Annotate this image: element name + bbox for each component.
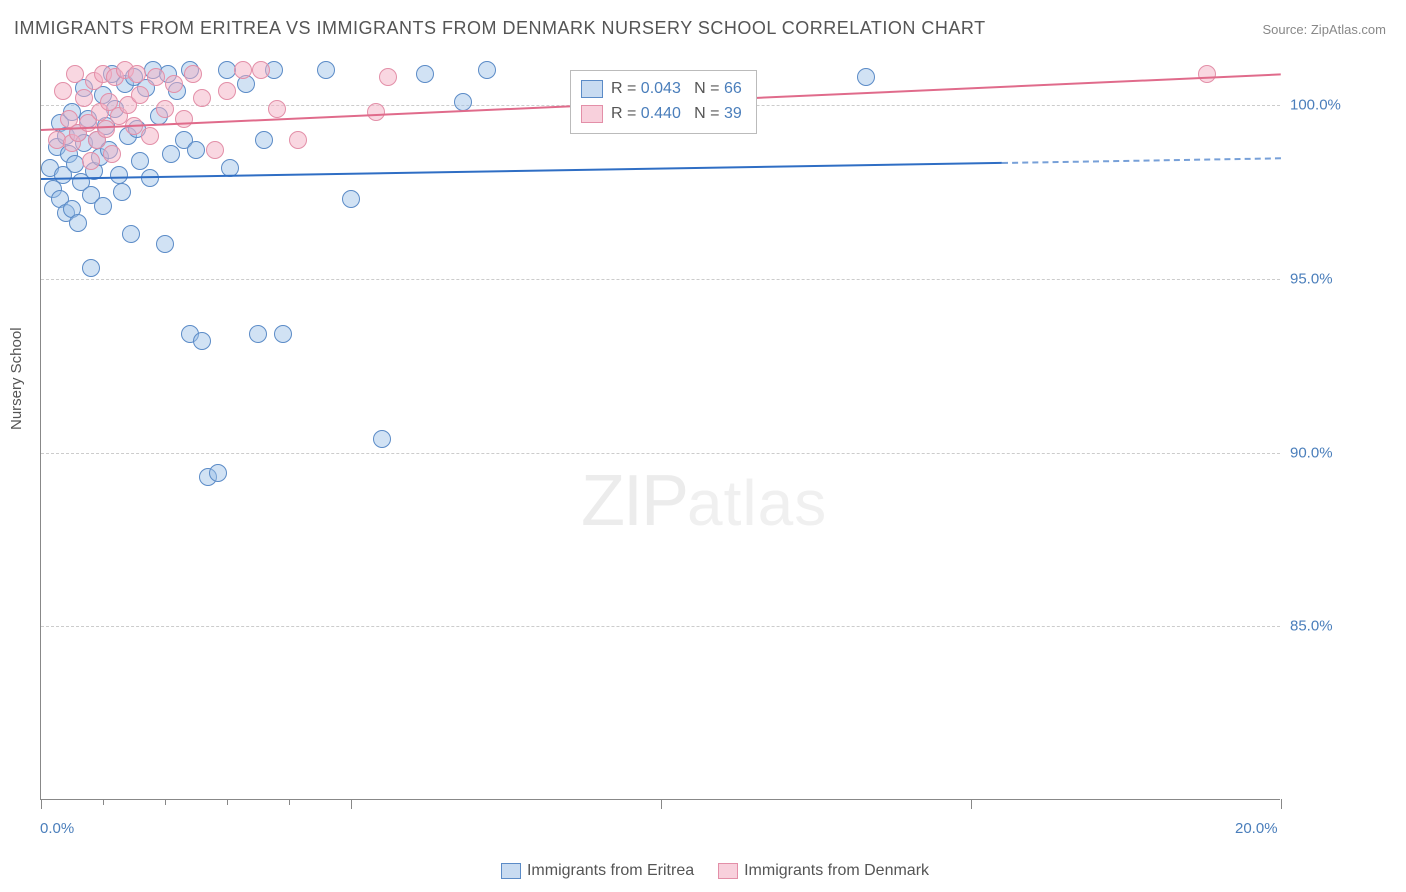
scatter-point-denmark	[218, 82, 236, 100]
regression-line-eritrea	[41, 162, 1002, 180]
y-tick-label: 90.0%	[1290, 444, 1360, 461]
legend-series-label: Immigrants from Denmark	[744, 862, 929, 879]
x-tick	[661, 799, 662, 809]
scatter-point-eritrea	[187, 141, 205, 159]
gridline	[41, 279, 1280, 280]
scatter-point-eritrea	[193, 332, 211, 350]
scatter-point-eritrea	[857, 68, 875, 86]
scatter-point-eritrea	[131, 152, 149, 170]
scatter-point-denmark	[184, 65, 202, 83]
scatter-point-eritrea	[113, 183, 131, 201]
scatter-point-denmark	[82, 152, 100, 170]
scatter-point-denmark	[131, 86, 149, 104]
legend-series-label: Immigrants from Eritrea	[527, 862, 694, 879]
scatter-point-eritrea	[255, 131, 273, 149]
chart-title: IMMIGRANTS FROM ERITREA VS IMMIGRANTS FR…	[14, 18, 986, 39]
correlation-legend: R = 0.043 N = 66R = 0.440 N = 39	[570, 70, 757, 134]
scatter-point-denmark	[128, 65, 146, 83]
watermark-zip: ZIP	[581, 461, 687, 541]
legend-swatch	[718, 863, 738, 879]
scatter-point-eritrea	[156, 235, 174, 253]
regression-line-eritrea-dashed	[1002, 157, 1281, 164]
scatter-point-denmark	[367, 103, 385, 121]
scatter-point-denmark	[206, 141, 224, 159]
scatter-point-denmark	[1198, 65, 1216, 83]
scatter-plot-area: ZIPatlas 100.0%95.0%90.0%85.0%	[40, 60, 1280, 800]
series-legend: Immigrants from Eritrea Immigrants from D…	[0, 862, 1406, 880]
scatter-point-eritrea	[416, 65, 434, 83]
source-prefix: Source:	[1262, 22, 1310, 37]
gridline	[41, 453, 1280, 454]
scatter-point-denmark	[147, 68, 165, 86]
scatter-point-eritrea	[454, 93, 472, 111]
y-tick-label: 100.0%	[1290, 97, 1360, 114]
scatter-point-eritrea	[317, 61, 335, 79]
scatter-point-denmark	[252, 61, 270, 79]
legend-text: R = 0.440 N = 39	[611, 102, 742, 127]
legend-swatch	[501, 863, 521, 879]
scatter-point-denmark	[289, 131, 307, 149]
scatter-point-denmark	[234, 61, 252, 79]
watermark: ZIPatlas	[581, 460, 827, 542]
scatter-point-eritrea	[110, 166, 128, 184]
scatter-point-denmark	[379, 68, 397, 86]
legend-text: R = 0.043 N = 66	[611, 77, 742, 102]
scatter-point-denmark	[66, 65, 84, 83]
x-tick	[1281, 799, 1282, 809]
scatter-point-denmark	[175, 110, 193, 128]
legend-row: R = 0.440 N = 39	[581, 102, 742, 127]
x-tick-label: 20.0%	[1235, 820, 1278, 837]
legend-swatch	[581, 105, 603, 123]
scatter-point-denmark	[141, 127, 159, 145]
scatter-point-denmark	[75, 89, 93, 107]
scatter-point-eritrea	[82, 259, 100, 277]
x-tick	[41, 799, 42, 809]
scatter-point-eritrea	[342, 190, 360, 208]
x-tick	[351, 799, 352, 809]
scatter-point-denmark	[97, 120, 115, 138]
legend-swatch	[581, 80, 603, 98]
gridline	[41, 626, 1280, 627]
y-tick-label: 85.0%	[1290, 618, 1360, 635]
x-tick	[227, 799, 228, 805]
scatter-point-eritrea	[209, 464, 227, 482]
x-tick	[971, 799, 972, 809]
scatter-point-denmark	[268, 100, 286, 118]
legend-row: R = 0.043 N = 66	[581, 77, 742, 102]
x-tick	[165, 799, 166, 805]
scatter-point-denmark	[54, 82, 72, 100]
source-credit: Source: ZipAtlas.com	[1262, 22, 1386, 37]
x-tick-label: 0.0%	[40, 820, 74, 837]
x-tick	[289, 799, 290, 805]
y-axis-label: Nursery School	[8, 327, 25, 430]
scatter-point-eritrea	[122, 225, 140, 243]
scatter-point-denmark	[165, 75, 183, 93]
scatter-point-eritrea	[478, 61, 496, 79]
x-tick	[103, 799, 104, 805]
y-tick-label: 95.0%	[1290, 270, 1360, 287]
scatter-point-denmark	[103, 145, 121, 163]
scatter-point-denmark	[156, 100, 174, 118]
watermark-atlas: atlas	[687, 467, 827, 539]
scatter-point-eritrea	[162, 145, 180, 163]
scatter-point-denmark	[193, 89, 211, 107]
scatter-point-eritrea	[274, 325, 292, 343]
scatter-point-eritrea	[249, 325, 267, 343]
source-name: ZipAtlas.com	[1311, 22, 1386, 37]
scatter-point-eritrea	[69, 214, 87, 232]
scatter-point-eritrea	[94, 197, 112, 215]
scatter-point-eritrea	[373, 430, 391, 448]
